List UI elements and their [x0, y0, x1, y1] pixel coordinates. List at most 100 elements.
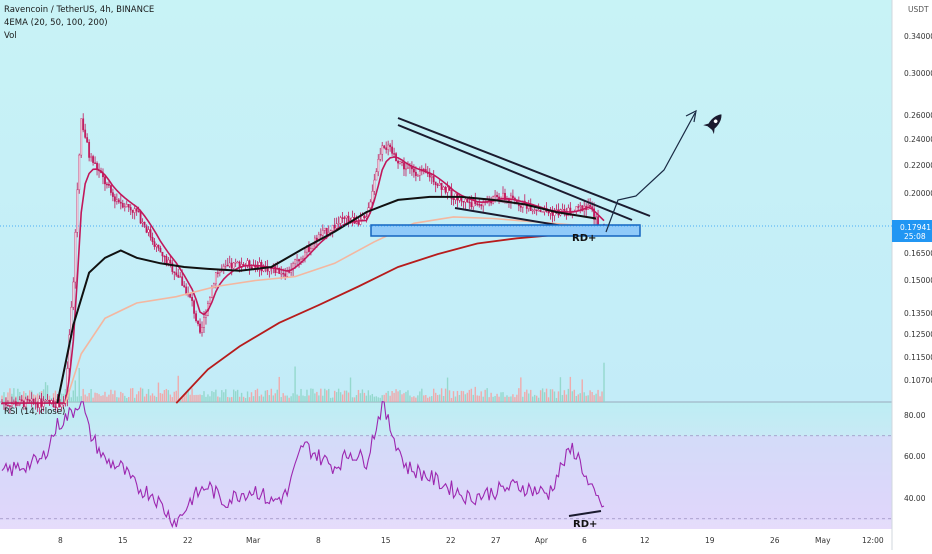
volume-bar: [454, 396, 457, 402]
volume-bar: [472, 394, 475, 402]
candle-body: [44, 399, 47, 402]
volume-bar: [86, 396, 88, 402]
projection-arrow[interactable]: [605, 112, 696, 233]
volume-bar: [383, 394, 385, 402]
price-axis-pane[interactable]: [892, 0, 932, 550]
candle-body: [321, 230, 324, 236]
candle-body: [137, 210, 140, 213]
volume-bar: [84, 394, 86, 402]
volume-bar: [403, 393, 405, 402]
candle-body: [9, 405, 11, 407]
candle-body: [589, 204, 592, 207]
candle-body: [450, 190, 453, 199]
candle-body: [222, 266, 225, 270]
candle-body: [82, 118, 85, 131]
price-tick: 0.11500: [904, 353, 932, 362]
candle-body: [286, 270, 289, 277]
volume-bar: [122, 393, 124, 402]
rsi-legend[interactable]: RSI (14, close): [4, 407, 65, 417]
volume-bar: [434, 392, 437, 402]
volume-bar: [173, 391, 175, 402]
volume-bar: [290, 396, 292, 402]
time-tick: 12: [640, 536, 650, 545]
volume-bar: [100, 395, 102, 402]
current-price-label[interactable]: 0.17941 25:08: [892, 220, 932, 242]
symbol-title[interactable]: Ravencoin / TetherUS, 4h, BINANCE: [4, 5, 154, 15]
candle-body: [464, 198, 467, 203]
volume-bar: [110, 389, 112, 402]
ema-legend[interactable]: 4EMA (20, 50, 100, 200): [4, 18, 108, 28]
volume-bar: [385, 392, 387, 402]
support-box[interactable]: [370, 224, 641, 237]
time-axis-pane[interactable]: [0, 529, 892, 550]
volume-bar: [419, 391, 421, 402]
price-axis-unit: USDT: [908, 5, 929, 14]
divergence-line-rsi[interactable]: [568, 510, 602, 517]
volume-bar: [551, 389, 554, 402]
wedge-upper-line-2[interactable]: [397, 124, 633, 221]
volume-bar: [496, 393, 498, 402]
candle-body: [383, 145, 386, 148]
volume-bar: [533, 394, 536, 402]
price-tick: 0.15000: [904, 276, 932, 285]
candle-body: [54, 406, 57, 409]
candle-body: [234, 261, 237, 264]
volume-bar: [276, 389, 278, 402]
price-tick: 0.20000: [904, 189, 932, 198]
volume-bar: [236, 389, 239, 402]
candle-body: [226, 264, 229, 267]
candle-body: [533, 209, 536, 211]
volume-bar: [528, 393, 530, 402]
candle-body: [401, 161, 403, 163]
volume-bar: [29, 390, 31, 402]
candle-body: [409, 166, 411, 169]
volume-bar: [541, 388, 544, 402]
volume-bar: [78, 367, 80, 402]
volume-bar: [559, 377, 562, 402]
candle-body: [298, 259, 300, 262]
volume-bar: [177, 375, 179, 402]
volume-bar: [145, 393, 148, 402]
wedge-upper-line-1[interactable]: [397, 117, 651, 217]
volume-bar: [70, 397, 73, 402]
volume-legend[interactable]: Vol: [4, 31, 17, 41]
volume-bar: [508, 396, 510, 402]
volume-bar: [599, 396, 601, 402]
candle-body: [577, 206, 580, 208]
volume-bar: [153, 395, 156, 402]
candle-body: [593, 208, 595, 220]
volume-bar: [393, 392, 395, 402]
volume-bar: [7, 392, 9, 402]
price-axis: 0.34000 0.30000 0.26000 0.24000 0.22000 …: [904, 32, 932, 385]
volume-bar: [316, 391, 318, 402]
candle-body: [125, 204, 128, 207]
candle-body: [428, 173, 431, 178]
candle-body: [323, 227, 326, 231]
volume-bar: [183, 395, 185, 402]
candle-body: [18, 399, 21, 405]
candle-body: [205, 314, 207, 318]
time-tick: Mar: [246, 536, 261, 545]
time-axis: 8 15 22 Mar 8 15 22 27 Apr 6 12 19 26 Ma…: [58, 536, 884, 545]
candle-body: [319, 234, 322, 236]
volume-bar: [266, 390, 269, 402]
candle-body: [155, 244, 158, 247]
candle-body: [468, 201, 471, 204]
volume-bar: [460, 390, 463, 402]
candle-body: [393, 153, 395, 155]
candle-body: [84, 129, 87, 138]
main-pane[interactable]: [0, 0, 892, 402]
volume-bar: [332, 397, 334, 402]
candle-body: [110, 185, 112, 193]
volume-bar: [112, 394, 114, 402]
candle-body: [165, 256, 168, 264]
candle-body: [113, 196, 116, 202]
candle-body: [494, 194, 496, 197]
candle-body: [197, 320, 199, 325]
candle-body: [115, 199, 118, 202]
candle-body: [121, 203, 124, 208]
rsi-tick: 40.00: [904, 494, 926, 503]
candle-body: [387, 144, 390, 150]
volume-bar: [452, 391, 455, 402]
